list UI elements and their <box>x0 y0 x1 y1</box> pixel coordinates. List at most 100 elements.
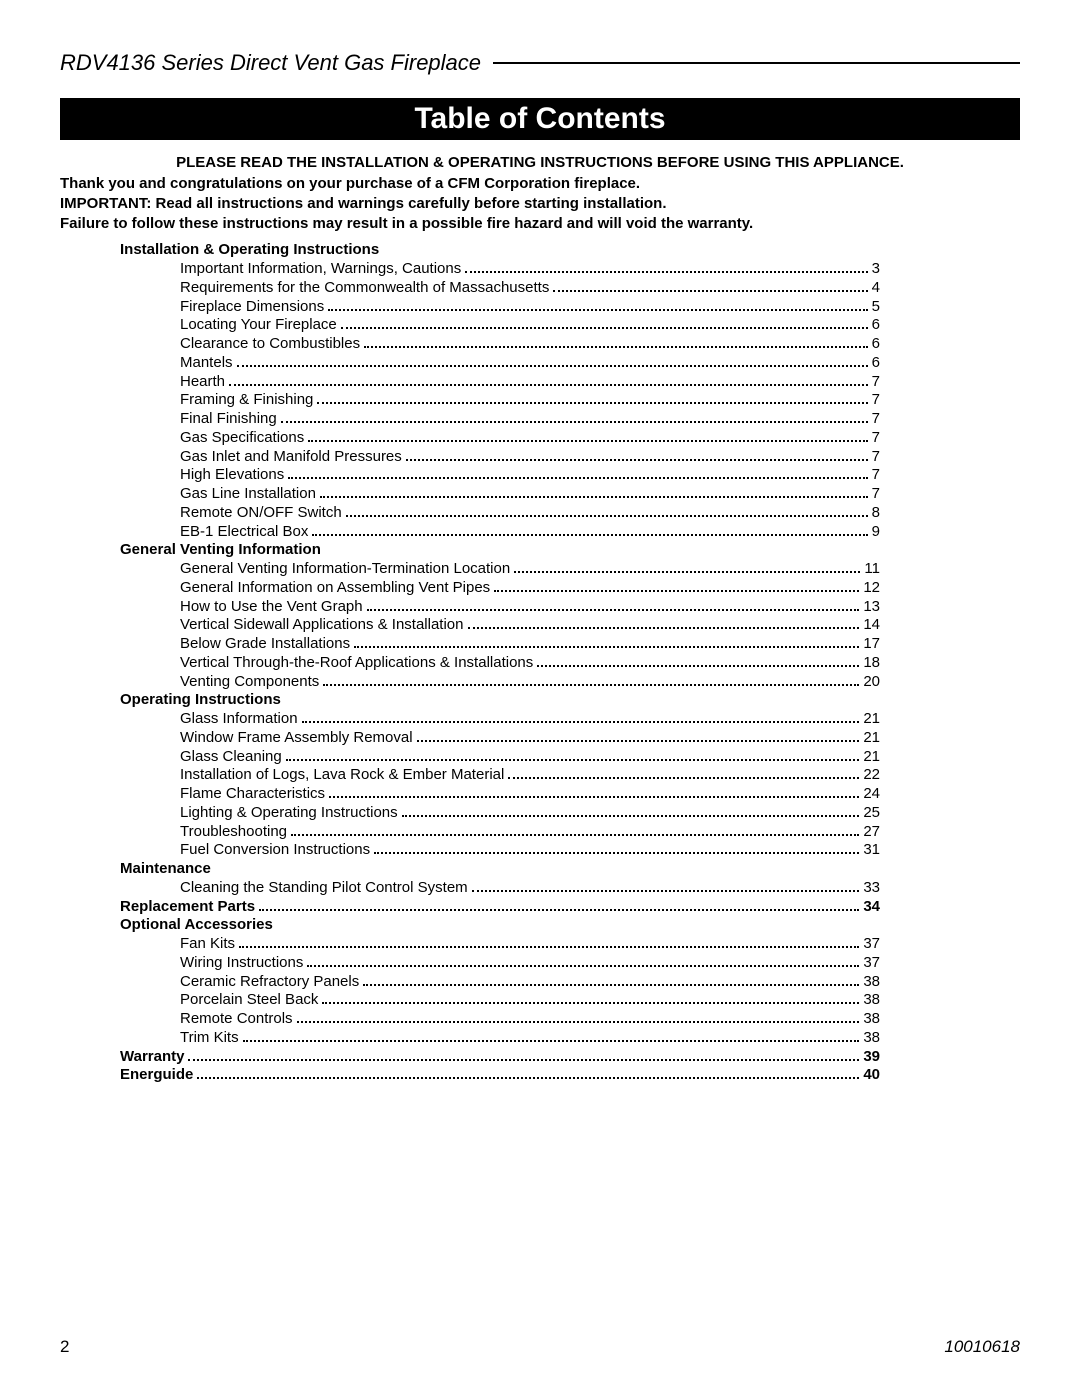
toc-label: High Elevations <box>180 466 284 485</box>
toc-bold-entry: Warranty39 <box>120 1048 1020 1067</box>
toc-entry: Final Finishing 7 <box>180 410 1020 429</box>
toc-label: Vertical Sidewall Applications & Install… <box>180 616 464 635</box>
toc-page-number: 7 <box>872 466 880 485</box>
toc-leader-dots <box>229 384 868 386</box>
toc-entry: Window Frame Assembly Removal21 <box>180 729 1020 748</box>
toc-page-number: 4 <box>872 279 880 298</box>
toc-label: Locating Your Fireplace <box>180 316 337 335</box>
toc-label: Important Information, Warnings, Caution… <box>180 260 461 279</box>
toc-label: Final Finishing <box>180 410 277 429</box>
toc-entry: Porcelain Steel Back38 <box>180 991 1020 1010</box>
toc-label: Cleaning the Standing Pilot Control Syst… <box>180 879 468 898</box>
toc-leader-dots <box>508 777 859 779</box>
toc-leader-dots <box>341 327 868 329</box>
toc-leader-dots <box>537 665 859 667</box>
toc-page-number: 37 <box>863 954 880 973</box>
toc-leader-dots <box>237 365 868 367</box>
toc-label: Flame Characteristics <box>180 785 325 804</box>
toc-page-number: 6 <box>872 335 880 354</box>
toc-section-title: Optional Accessories <box>120 916 1020 935</box>
page-number: 2 <box>60 1337 69 1357</box>
toc-label: Trim Kits <box>180 1029 239 1048</box>
toc-section-title: Operating Instructions <box>120 691 1020 710</box>
toc-leader-dots <box>494 590 859 592</box>
toc-entry: Gas Line Installation7 <box>180 485 1020 504</box>
toc-entry: Vertical Through-the-Roof Applications &… <box>180 654 1020 673</box>
toc-page-number: 33 <box>863 879 880 898</box>
toc-entry: Fuel Conversion Instructions31 <box>180 841 1020 860</box>
toc-entry: Framing & Finishing7 <box>180 391 1020 410</box>
toc-page-number: 9 <box>872 523 880 542</box>
toc-page-number: 3 <box>872 260 880 279</box>
toc-label: How to Use the Vent Graph <box>180 598 363 617</box>
toc-page-number: 25 <box>863 804 880 823</box>
toc-entry: Fireplace Dimensions5 <box>180 298 1020 317</box>
toc-label: Vertical Through-the-Roof Applications &… <box>180 654 533 673</box>
toc-page-number: 7 <box>872 429 880 448</box>
toc-page-number: 38 <box>863 1029 880 1048</box>
toc-label: Troubleshooting <box>180 823 287 842</box>
toc-label: Ceramic Refractory Panels <box>180 973 359 992</box>
toc-page-number: 7 <box>872 373 880 392</box>
toc-page-number: 40 <box>863 1066 880 1085</box>
toc-label: Below Grade Installations <box>180 635 350 654</box>
toc-leader-dots <box>188 1059 859 1061</box>
toc-page-number: 21 <box>863 729 880 748</box>
toc-leader-dots <box>239 946 859 948</box>
toc-page-number: 17 <box>863 635 880 654</box>
toc-leader-dots <box>281 421 868 423</box>
toc-leader-dots <box>317 402 867 404</box>
toc-entry: Hearth7 <box>180 373 1020 392</box>
toc-leader-dots <box>367 609 860 611</box>
toc-label: General Venting Information-Termination … <box>180 560 510 579</box>
toc-leader-dots <box>329 796 859 798</box>
product-line: RDV4136 Series Direct Vent Gas Fireplace <box>60 50 493 76</box>
toc-page-number: 31 <box>863 841 880 860</box>
toc-page-number: 39 <box>863 1048 880 1067</box>
toc-entry: Gas Inlet and Manifold Pressures7 <box>180 448 1020 467</box>
page-footer: 2 10010618 <box>60 1337 1020 1357</box>
intro-block: Thank you and congratulations on your pu… <box>60 175 1020 233</box>
toc-leader-dots <box>243 1040 860 1042</box>
toc-entry: General Venting Information-Termination … <box>180 560 1020 579</box>
toc-entry: Glass Information21 <box>180 710 1020 729</box>
toc-page-number: 38 <box>863 991 880 1010</box>
toc-label: General Information on Assembling Vent P… <box>180 579 490 598</box>
toc-section-title: General Venting Information <box>120 541 1020 560</box>
toc-page-number: 21 <box>863 710 880 729</box>
toc-leader-dots <box>312 534 867 536</box>
toc-leader-dots <box>374 852 859 854</box>
toc-page-number: 7 <box>872 448 880 467</box>
toc-page-number: 24 <box>863 785 880 804</box>
toc-page-number: 14 <box>863 616 880 635</box>
toc-section-title: Maintenance <box>120 860 1020 879</box>
toc-page-number: 18 <box>863 654 880 673</box>
toc-entry: Troubleshooting27 <box>180 823 1020 842</box>
page-header: RDV4136 Series Direct Vent Gas Fireplace <box>60 50 1020 76</box>
toc-leader-dots <box>328 309 867 311</box>
toc-entry: Trim Kits 38 <box>180 1029 1020 1048</box>
toc-entry: EB-1 Electrical Box 9 <box>180 523 1020 542</box>
intro-centered: PLEASE READ THE INSTALLATION & OPERATING… <box>60 154 1020 171</box>
toc-label: Gas Specifications <box>180 429 304 448</box>
toc-page-number: 20 <box>863 673 880 692</box>
toc-page-number: 6 <box>872 316 880 335</box>
toc-bold-entry: Replacement Parts34 <box>120 898 1020 917</box>
toc-page-number: 7 <box>872 410 880 429</box>
toc-leader-dots <box>472 890 860 892</box>
toc-leader-dots <box>307 965 859 967</box>
toc-page-number: 34 <box>863 898 880 917</box>
toc-section-title: Installation & Operating Instructions <box>120 241 1020 260</box>
toc-page-number: 37 <box>863 935 880 954</box>
toc-label: Lighting & Operating Instructions <box>180 804 398 823</box>
toc-label: EB-1 Electrical Box <box>180 523 308 542</box>
toc-page-number: 7 <box>872 485 880 504</box>
toc-bold-entry: Energuide40 <box>120 1066 1020 1085</box>
toc-entry: Vertical Sidewall Applications & Install… <box>180 616 1020 635</box>
toc-leader-dots <box>302 721 860 723</box>
toc-page-number: 38 <box>863 1010 880 1029</box>
toc-entry: General Information on Assembling Vent P… <box>180 579 1020 598</box>
toc-entry: Gas Specifications 7 <box>180 429 1020 448</box>
toc-entry: Important Information, Warnings, Caution… <box>180 260 1020 279</box>
document-number: 10010618 <box>944 1337 1020 1357</box>
